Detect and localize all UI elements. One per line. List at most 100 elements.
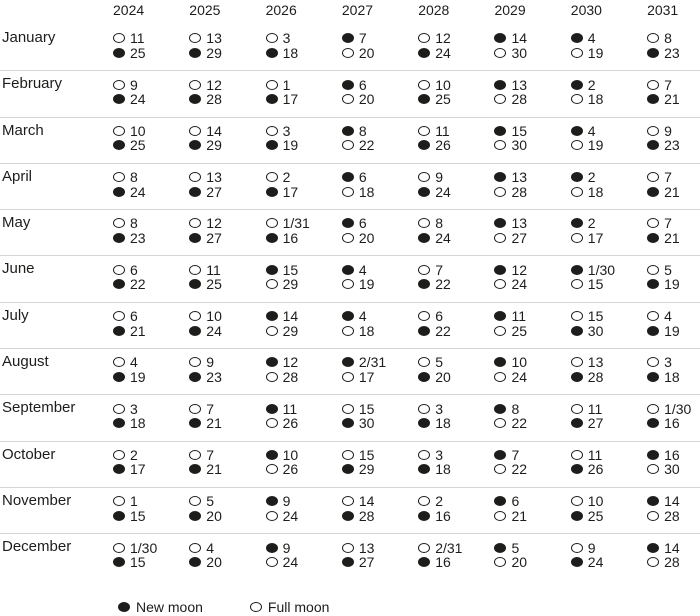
full-moon-icon <box>418 357 431 368</box>
phase-entry: 21 <box>647 92 700 107</box>
full-moon-icon <box>647 357 660 368</box>
phase-day: 6 <box>358 215 367 232</box>
phase-entry: 20 <box>189 555 265 570</box>
phase-entry: 13 <box>341 539 418 556</box>
phase-entry: 8 <box>113 170 189 185</box>
phase-day: 28 <box>282 368 299 385</box>
phase-entry: 2 <box>265 170 342 185</box>
phase-day: 7 <box>664 169 672 186</box>
phase-entry: 5 <box>418 355 494 370</box>
phase-entry: 16 <box>647 416 700 431</box>
new-moon-icon <box>265 140 278 151</box>
phase-day: 20 <box>358 91 375 108</box>
phase-day: 20 <box>511 554 528 571</box>
phase-entry: 18 <box>570 92 647 107</box>
phase-day: 13 <box>511 169 528 186</box>
phase-entry: 3 <box>113 401 189 416</box>
month-year-cell: 7 22 <box>494 448 570 487</box>
phase-entry: 7 <box>341 31 418 46</box>
phase-day: 12 <box>206 76 222 93</box>
new-moon-icon <box>113 279 125 290</box>
new-moon-icon <box>418 325 431 336</box>
phase-entry: 10 <box>265 448 342 463</box>
year-header-row: 2024 2025 2026 2027 2028 2029 2030 2031 <box>0 0 700 25</box>
phase-day: 9 <box>282 493 291 510</box>
phase-entry: 13 <box>189 31 265 46</box>
full-moon-icon <box>418 403 431 414</box>
phase-day: 2/31 <box>358 354 387 371</box>
full-moon-icon <box>647 79 660 90</box>
full-moon-icon <box>418 172 431 183</box>
full-moon-icon <box>570 311 583 322</box>
phase-day: 16 <box>664 415 680 432</box>
phase-day: 17 <box>130 461 146 478</box>
month-year-cell: 13 29 <box>189 31 265 70</box>
new-moon-icon <box>570 79 583 90</box>
phase-day: 1/30 <box>664 400 692 417</box>
phase-day: 20 <box>206 507 222 524</box>
phase-day: 20 <box>206 554 222 571</box>
new-moon-icon <box>570 218 583 229</box>
full-moon-icon <box>494 325 507 336</box>
phase-entry: 25 <box>113 138 189 153</box>
phase-entry: 12 <box>418 31 494 46</box>
full-moon-icon <box>265 557 278 568</box>
phase-day: 9 <box>206 354 215 371</box>
phase-entry: 18 <box>265 46 342 61</box>
month-year-cell: 9 23 <box>189 355 265 394</box>
phase-entry: 15 <box>113 555 189 570</box>
phase-day: 16 <box>282 229 299 246</box>
phase-day: 22 <box>511 415 528 432</box>
phase-entry: 4 <box>570 31 647 46</box>
new-moon-icon <box>418 47 431 58</box>
phase-day: 10 <box>130 122 146 139</box>
month-year-cell: 2 18 <box>570 170 647 209</box>
phase-entry: 22 <box>494 416 570 431</box>
full-moon-icon <box>113 496 125 507</box>
phase-day: 30 <box>664 461 680 478</box>
new-moon-icon <box>570 125 583 136</box>
new-moon-icon <box>113 464 125 475</box>
full-moon-icon <box>341 186 354 197</box>
month-year-cell: 2 17 <box>113 448 189 487</box>
phase-day: 30 <box>587 322 604 339</box>
month-year-cell: 3 18 <box>418 448 494 487</box>
phase-day: 30 <box>358 415 375 432</box>
new-moon-icon <box>113 94 125 105</box>
phase-entry: 30 <box>647 462 700 477</box>
month-year-cell: 12 27 <box>189 216 265 255</box>
new-moon-icon <box>494 125 507 136</box>
phase-entry: 3 <box>265 124 342 139</box>
full-moon-icon <box>189 125 202 136</box>
full-moon-icon <box>113 125 125 136</box>
phase-entry: 21 <box>647 184 700 199</box>
phase-entry: 3 <box>418 448 494 463</box>
phase-entry: 2 <box>113 448 189 463</box>
month-year-cell: 2 18 <box>570 77 647 116</box>
phase-day: 24 <box>435 44 451 61</box>
phase-day: 30 <box>511 137 528 154</box>
phase-day: 24 <box>435 229 451 246</box>
month-year-cell: 6 21 <box>113 309 189 348</box>
phase-day: 3 <box>282 30 291 47</box>
phase-day: 19 <box>587 137 604 154</box>
phase-entry: 20 <box>418 370 494 385</box>
new-moon-icon <box>494 542 507 553</box>
phase-entry: 19 <box>570 137 647 154</box>
phase-day: 23 <box>206 368 222 385</box>
phase-day: 5 <box>435 354 443 371</box>
phase-day: 27 <box>358 554 375 571</box>
new-moon-icon <box>341 172 354 183</box>
table-row: August 4 19 9 23 12 28 2/31 17 5 20 10 24 13 28 3 18 <box>0 349 700 396</box>
full-moon-icon <box>570 449 583 460</box>
year-label: 2029 <box>494 2 526 18</box>
month-year-cell: 14 28 <box>647 540 700 580</box>
month-year-cell: 1/30 16 <box>647 401 700 440</box>
phase-day: 13 <box>358 539 375 556</box>
month-label: September <box>2 399 76 417</box>
phase-day: 6 <box>435 308 443 325</box>
phase-day: 29 <box>358 461 375 478</box>
phase-entry: 20 <box>341 46 418 61</box>
phase-day: 19 <box>358 276 375 293</box>
phase-day: 11 <box>511 308 527 325</box>
